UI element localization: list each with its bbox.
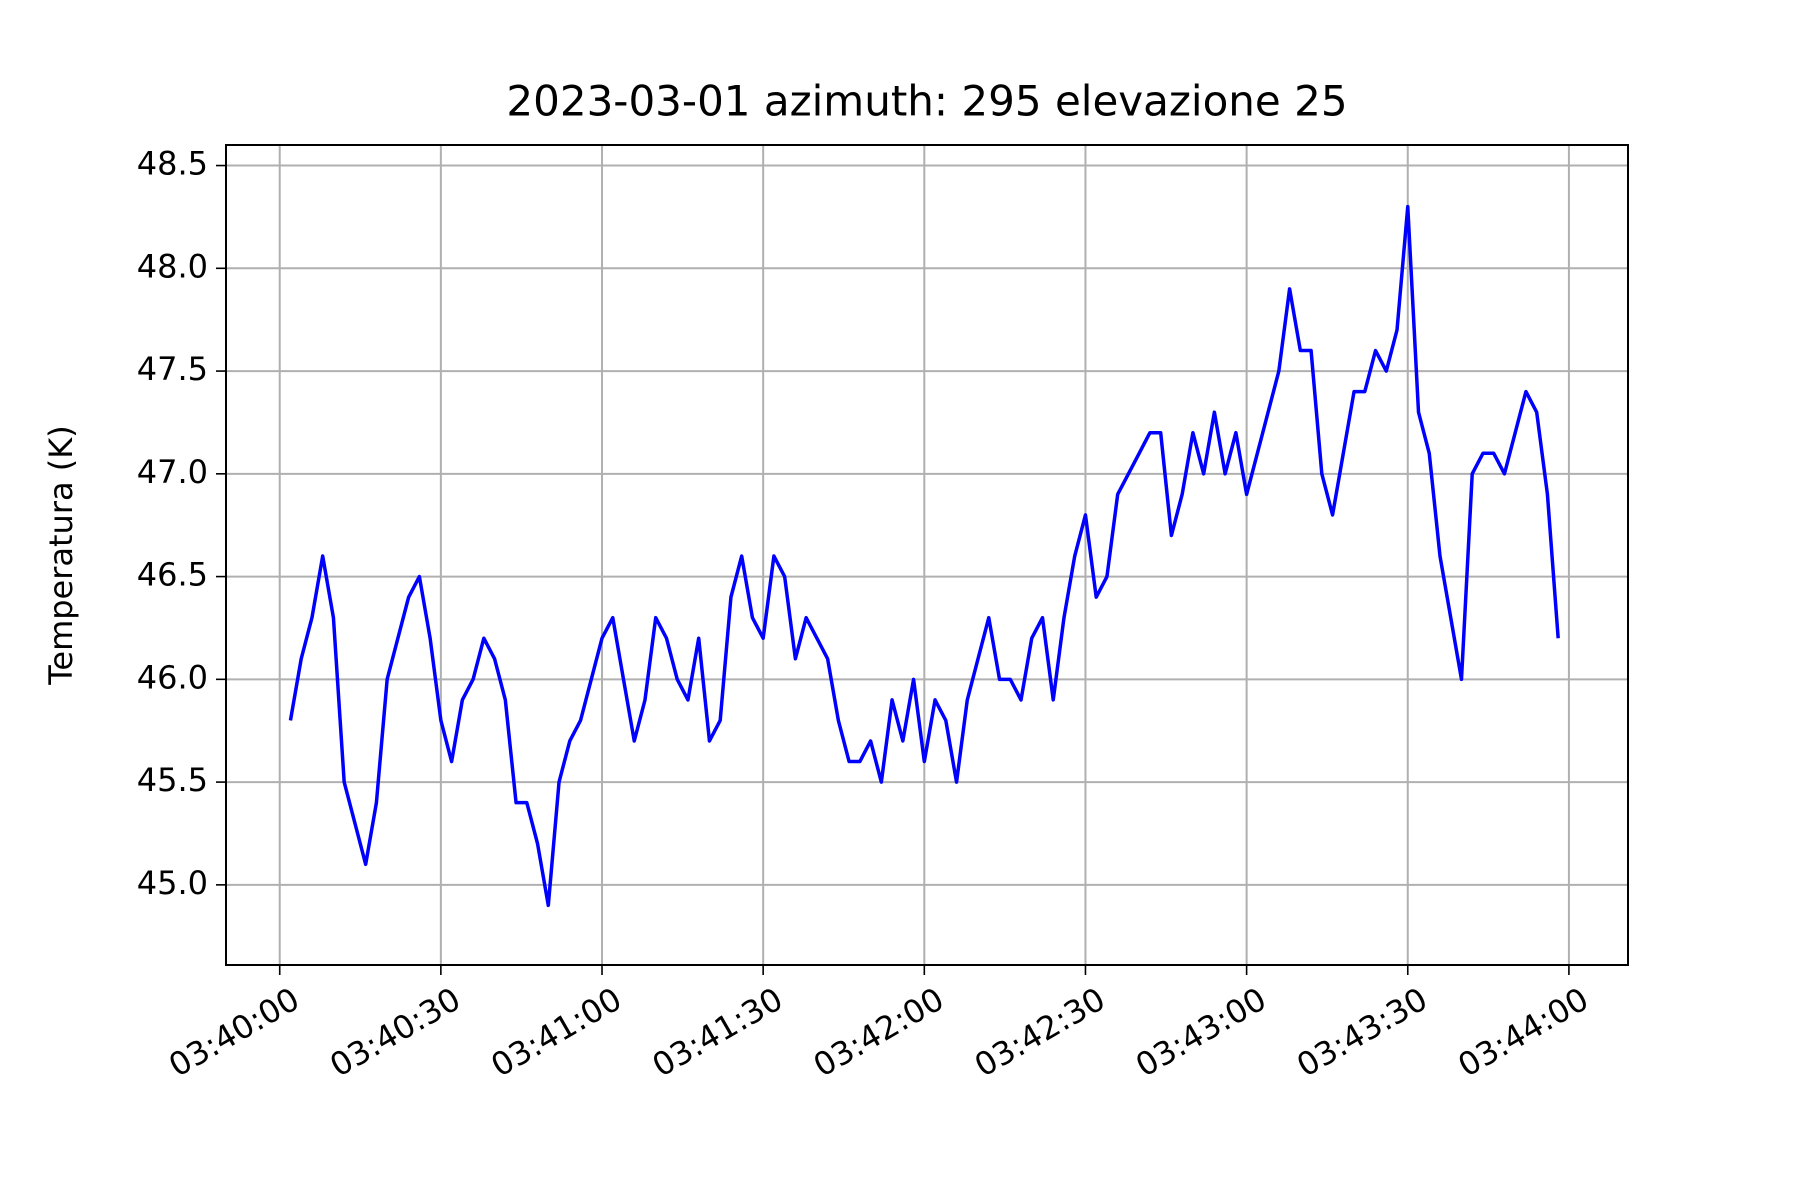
x-tick-label: 03:42:00 xyxy=(807,980,950,1085)
x-tick-label: 03:44:00 xyxy=(1451,980,1594,1085)
chart-title: 2023-03-01 azimuth: 295 elevazione 25 xyxy=(506,77,1347,126)
x-tick-label: 03:41:30 xyxy=(646,980,789,1085)
plot-frame xyxy=(225,144,1629,966)
y-tick-label: 47.0 xyxy=(137,453,208,491)
y-tick-label: 46.0 xyxy=(137,658,208,696)
y-tick-label: 45.0 xyxy=(137,864,208,902)
y-tick-label: 46.5 xyxy=(137,556,208,594)
x-tick-label: 03:40:00 xyxy=(162,980,305,1085)
y-tick-label: 45.5 xyxy=(137,761,208,799)
x-tick-label: 03:43:30 xyxy=(1290,980,1433,1085)
y-tick-label: 48.0 xyxy=(137,247,208,285)
x-tick-label: 03:42:30 xyxy=(968,980,1111,1085)
y-tick-label: 47.5 xyxy=(137,350,208,388)
x-tick-label: 03:41:00 xyxy=(485,980,628,1085)
y-axis-label: Temperatura (K) xyxy=(42,425,80,685)
x-tick-label: 03:40:30 xyxy=(323,980,466,1085)
data-line xyxy=(288,204,1560,908)
y-tick-label: 48.5 xyxy=(137,145,208,183)
x-tick-label: 03:43:00 xyxy=(1129,980,1272,1085)
